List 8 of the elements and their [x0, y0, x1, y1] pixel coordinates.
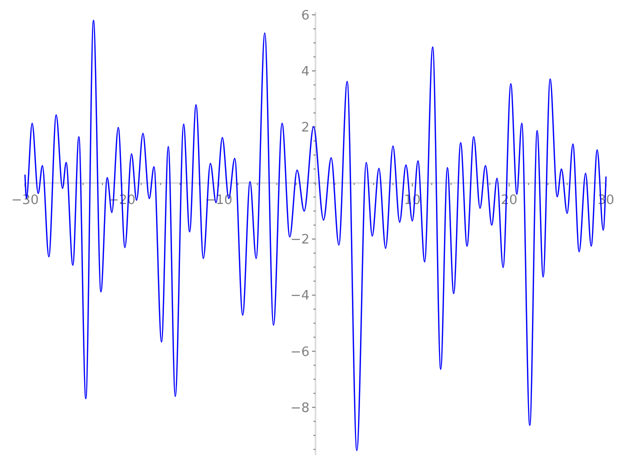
y-tick-label: 6 [301, 8, 310, 24]
y-tick-label: 4 [301, 64, 310, 80]
x-tick-label: −30 [11, 193, 39, 208]
y-tick-label: −8 [290, 400, 310, 416]
y-tick-label: −2 [290, 232, 310, 248]
y-tick-label: 2 [301, 120, 310, 136]
y-tick-label: −4 [290, 288, 310, 304]
y-tick-label: −6 [290, 344, 310, 360]
